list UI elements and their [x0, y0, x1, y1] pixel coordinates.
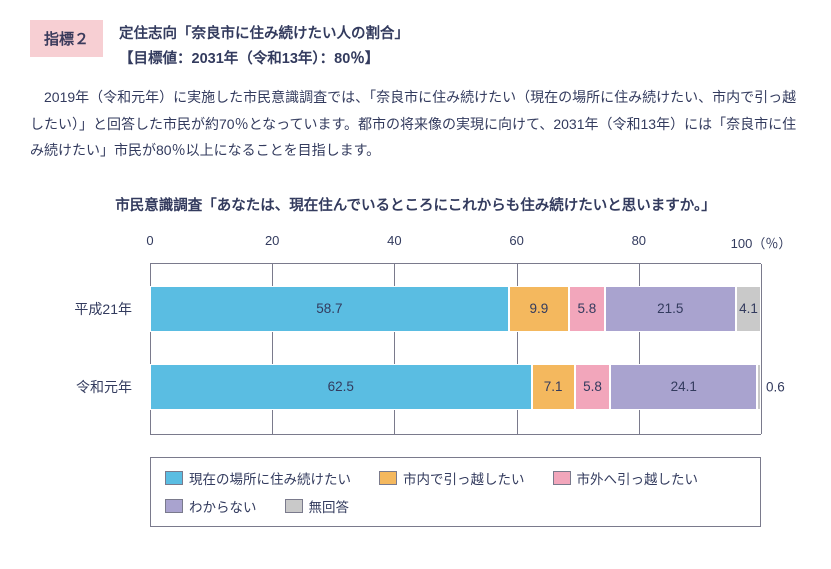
- axis-tick: 60: [509, 233, 523, 248]
- legend-item: 現在の場所に住み続けたい: [165, 468, 351, 488]
- bar-segment: 4.1: [736, 286, 761, 332]
- bar-row: 平成21年 58.79.95.821.54.1: [150, 286, 761, 332]
- header-title: 定住志向「奈良市に住み続けたい人の割合」: [119, 22, 409, 43]
- header-text: 定住志向「奈良市に住み続けたい人の割合」 【目標値：2031年（令和13年）：8…: [119, 20, 409, 68]
- axis-tick: 40: [387, 233, 401, 248]
- axis-unit: （％）: [752, 236, 791, 251]
- legend-swatch: [285, 499, 303, 513]
- legend-swatch: [553, 471, 571, 485]
- segment-value-outside: 0.6: [766, 379, 785, 394]
- chart-area: 0 20 40 60 80 100（％） 平成21年 58.79.95.821.…: [150, 233, 761, 435]
- bar-segment: 5.8: [569, 286, 604, 332]
- legend-swatch: [165, 499, 183, 513]
- axis-tick-value: 100: [731, 236, 753, 251]
- bar-segment: 0.6: [757, 364, 761, 410]
- legend: 現在の場所に住み続けたい 市内で引っ越したい 市外へ引っ越したいわからない 無回答: [150, 457, 761, 527]
- plot-area: 平成21年 58.79.95.821.54.1 令和元年 62.57.15.82…: [150, 263, 761, 435]
- legend-swatch: [379, 471, 397, 485]
- legend-label: わからない: [189, 496, 257, 516]
- category-label: 令和元年: [76, 377, 132, 397]
- legend-item: わからない: [165, 496, 257, 516]
- bar-segment: 24.1: [610, 364, 757, 410]
- gridline: [761, 264, 762, 434]
- bar-segment: 21.5: [605, 286, 736, 332]
- chart-title: 市民意識調査「あなたは、現在住んでいるところにこれからも住み続けたいと思いますか…: [30, 194, 801, 215]
- body-paragraph: 2019年（令和元年）に実施した市民意識調査では、「奈良市に住み続けたい（現在の…: [30, 84, 801, 164]
- header: 指標２ 定住志向「奈良市に住み続けたい人の割合」 【目標値：2031年（令和13…: [30, 20, 801, 68]
- legend-label: 無回答: [309, 496, 350, 516]
- bar-segment: 62.5: [150, 364, 532, 410]
- bar-segment: 9.9: [509, 286, 569, 332]
- x-axis: 0 20 40 60 80 100（％）: [150, 233, 761, 257]
- legend-item: 市外へ引っ越したい: [553, 468, 699, 488]
- bar-segment: 5.8: [575, 364, 610, 410]
- indicator-badge: 指標２: [30, 20, 103, 57]
- legend-label: 現在の場所に住み続けたい: [189, 468, 351, 488]
- axis-tick: 80: [632, 233, 646, 248]
- legend-swatch: [165, 471, 183, 485]
- legend-label: 市外へ引っ越したい: [577, 468, 699, 488]
- bar-segment: 7.1: [532, 364, 575, 410]
- axis-tick: 0: [146, 233, 153, 248]
- header-target: 【目標値：2031年（令和13年）：80％】: [119, 47, 409, 68]
- legend-item: 市内で引っ越したい: [379, 468, 525, 488]
- axis-tick-last: 100（％）: [731, 233, 792, 252]
- legend-item: 無回答: [285, 496, 350, 516]
- axis-tick: 20: [265, 233, 279, 248]
- bar-segment: 58.7: [150, 286, 509, 332]
- category-label: 平成21年: [74, 299, 132, 319]
- bar-row: 令和元年 62.57.15.824.10.6: [150, 364, 761, 410]
- legend-label: 市内で引っ越したい: [403, 468, 525, 488]
